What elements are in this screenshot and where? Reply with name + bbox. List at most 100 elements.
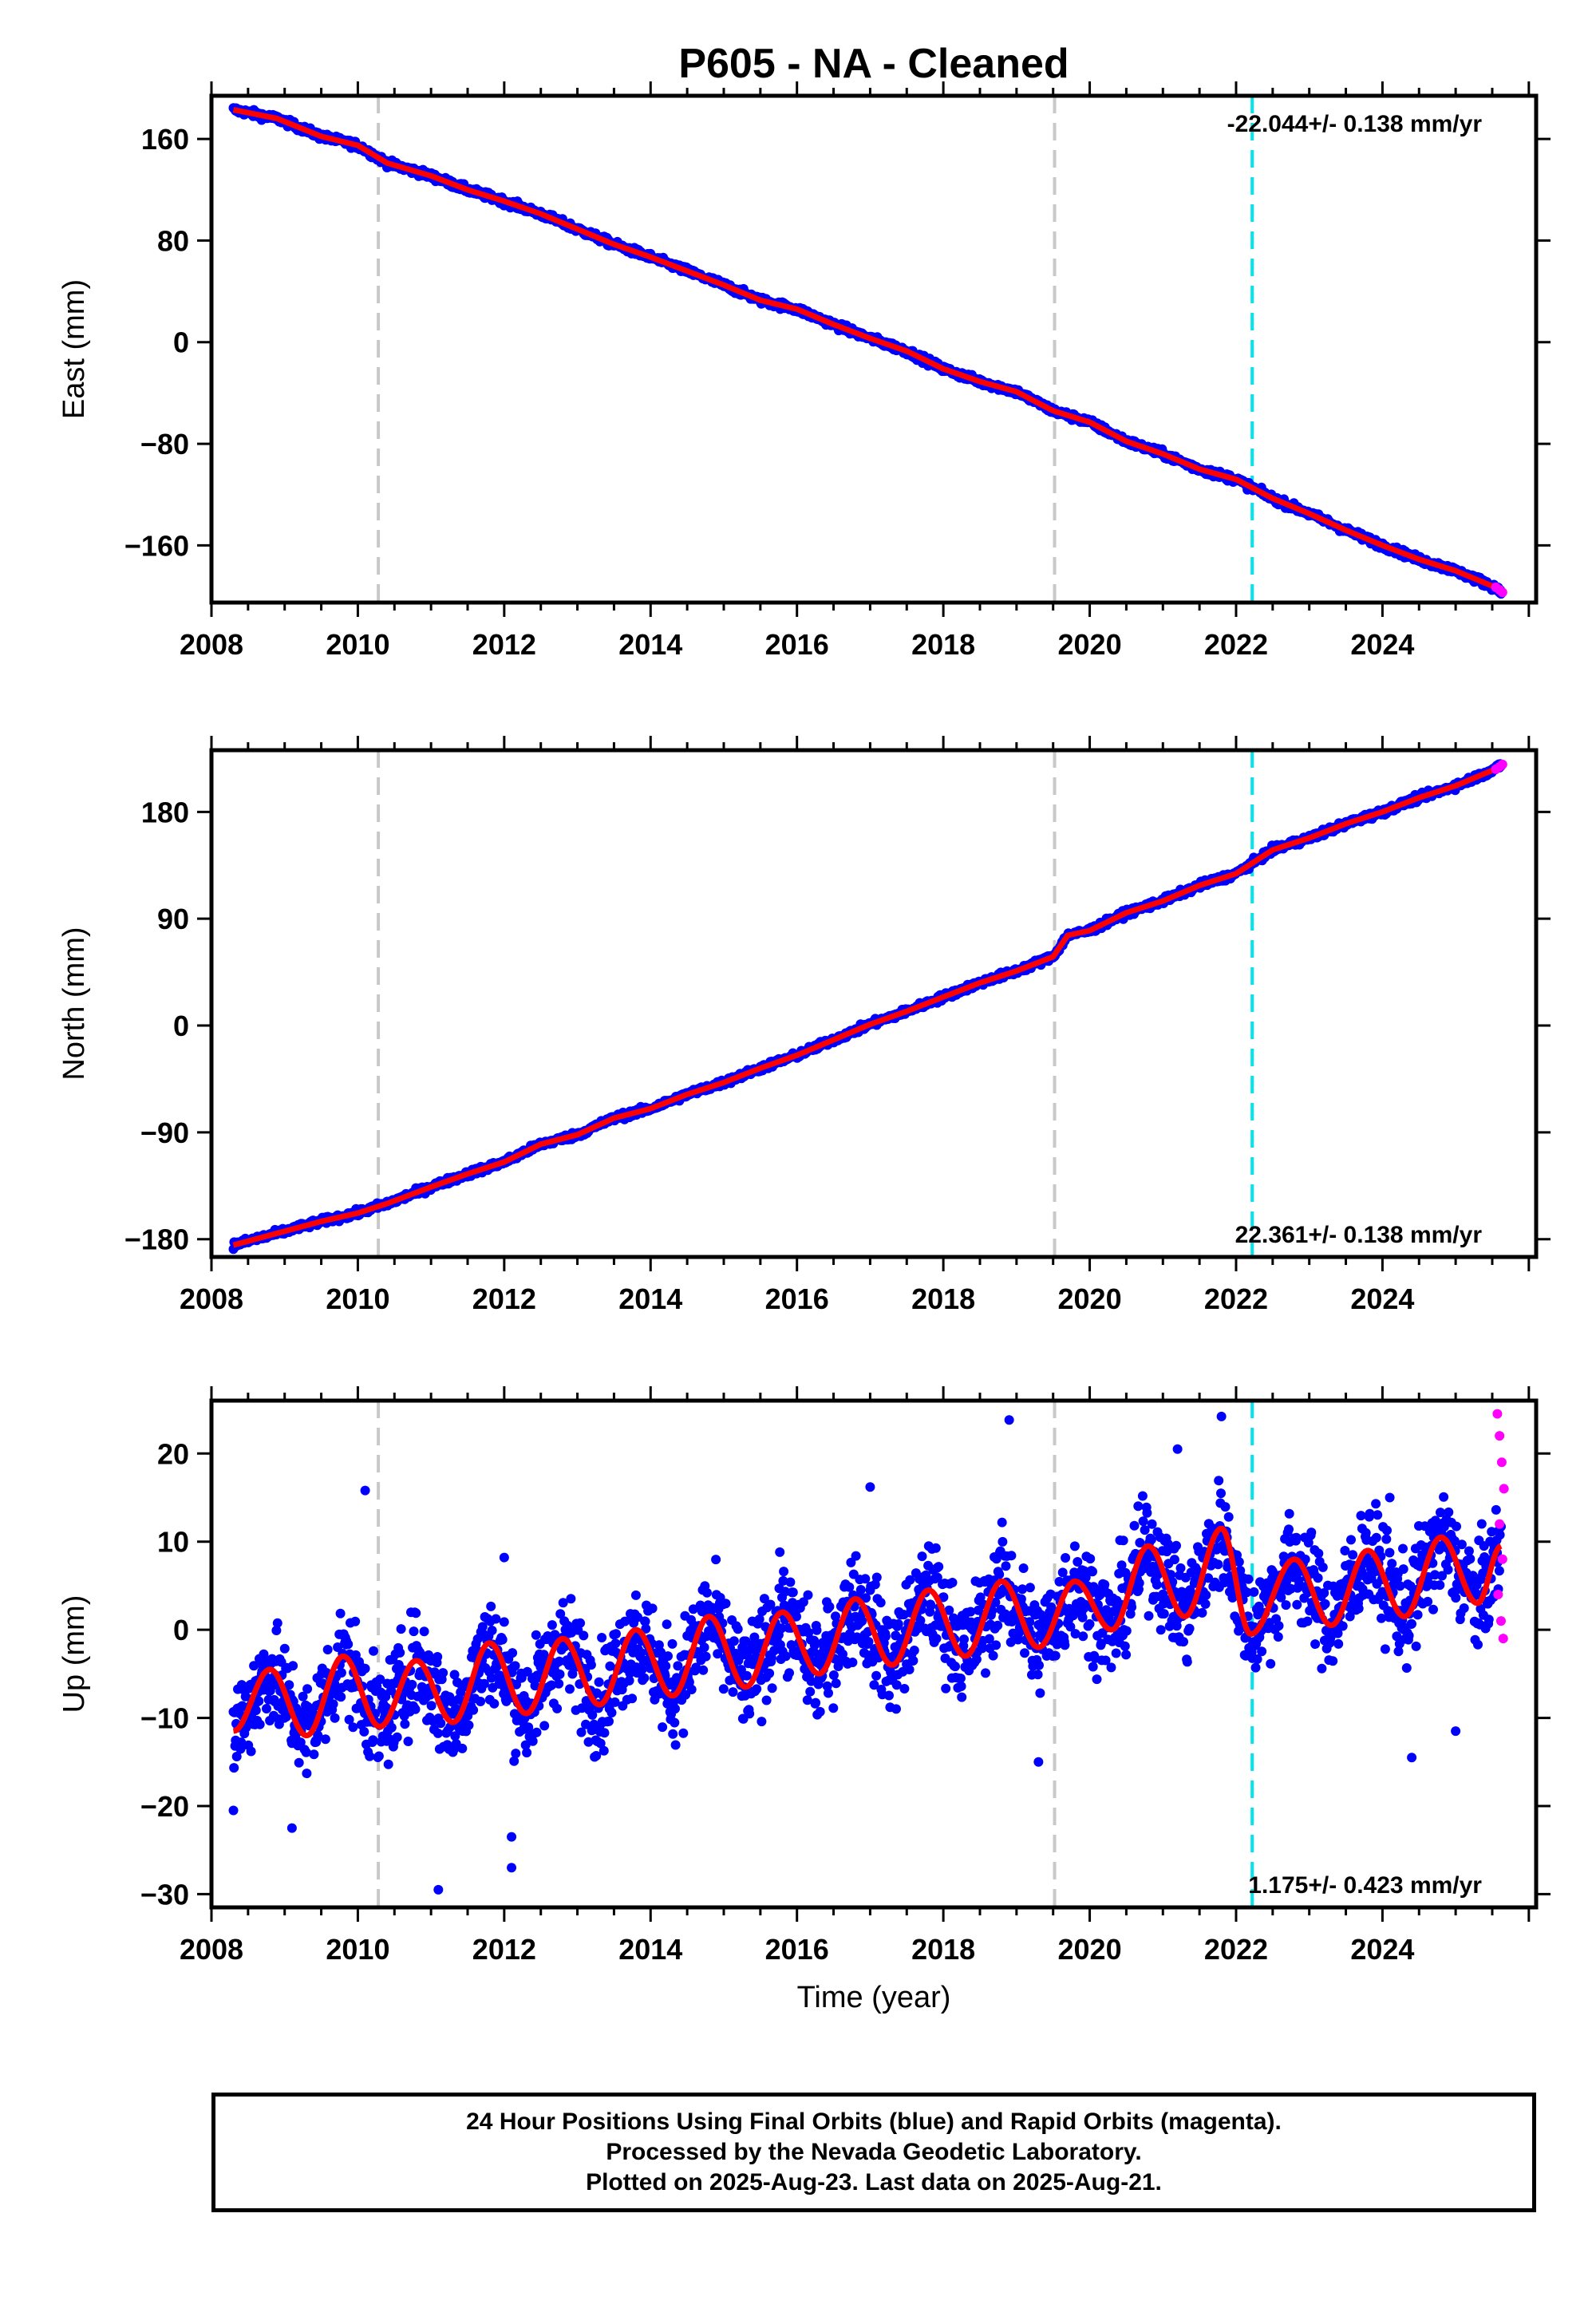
final-orbit-point	[554, 1656, 564, 1666]
final-orbit-point	[523, 1722, 534, 1733]
final-orbit-point	[749, 1632, 760, 1642]
plot-frame	[209, 93, 1539, 605]
final-orbit-point	[670, 1740, 681, 1750]
final-orbit-point	[255, 1719, 265, 1729]
final-orbit-point	[320, 1734, 330, 1745]
final-orbit-point	[499, 1617, 509, 1627]
final-orbit-point	[686, 1685, 697, 1694]
final-orbit-point	[330, 1713, 340, 1723]
final-orbit-point	[599, 1728, 610, 1738]
final-orbit-point	[236, 1737, 247, 1748]
final-orbit-point	[265, 1686, 275, 1696]
final-orbit-point	[610, 1697, 620, 1707]
final-orbit-point	[654, 1640, 664, 1650]
final-orbit-point	[531, 1630, 541, 1640]
final-orbit-point	[522, 1666, 532, 1677]
final-orbit-point	[752, 1684, 762, 1694]
final-orbit-point	[806, 1676, 816, 1686]
final-orbit-point	[491, 1614, 501, 1624]
final-orbit-point	[383, 1759, 393, 1769]
final-orbit-point	[741, 1636, 751, 1646]
final-orbit-point	[396, 1624, 406, 1634]
final-orbit-point	[838, 1649, 847, 1659]
final-orbit-point	[365, 1751, 375, 1761]
y-tick-label: 90	[157, 903, 189, 935]
final-orbit-point	[359, 1726, 369, 1737]
final-orbit-point	[486, 1601, 496, 1611]
final-orbit-point	[555, 1669, 565, 1679]
final-orbit-point	[785, 1577, 796, 1587]
final-orbit-point	[606, 1708, 617, 1717]
final-orbit-point	[487, 1626, 497, 1635]
x-tick-label: 2010	[326, 1282, 389, 1315]
final-orbit-point	[543, 1631, 553, 1641]
final-orbit-point	[647, 1603, 658, 1614]
final-orbit-point	[633, 1612, 642, 1622]
final-orbit-point	[409, 1626, 419, 1637]
final-orbit-point	[279, 1643, 290, 1654]
final-orbit-point	[639, 1673, 650, 1683]
final-orbit-point	[581, 1719, 591, 1729]
final-orbit-point	[824, 1688, 833, 1698]
model-fit-line	[232, 763, 1503, 1248]
final-orbit-point	[663, 1651, 673, 1662]
final-orbit-point	[641, 1623, 651, 1634]
final-orbit-point	[381, 1691, 391, 1701]
final-orbit-point	[824, 1602, 835, 1612]
final-orbit-point	[479, 1678, 489, 1689]
final-orbit-point	[350, 1616, 361, 1626]
rate-label: 22.361+/- 0.138 mm/yr	[1235, 1222, 1483, 1248]
final-orbit-point	[426, 1701, 437, 1711]
final-orbit-point	[831, 1678, 841, 1689]
final-orbit-point	[811, 1697, 821, 1708]
final-orbit-point	[610, 1638, 621, 1649]
final-orbit-point	[831, 1611, 840, 1622]
final-orbit-point	[757, 1717, 767, 1727]
final-orbit-point	[336, 1692, 346, 1702]
panel-north: 2008 2010 2012 2014 2016 2018 2020 2022 2024−180…	[57, 736, 1551, 1315]
final-orbit-point	[627, 1694, 638, 1704]
final-orbit-point	[729, 1636, 739, 1646]
final-orbit-point	[688, 1604, 698, 1614]
final-orbit-point	[636, 1647, 646, 1658]
final-orbit-point	[294, 1757, 304, 1768]
final-orbit-point	[322, 1645, 333, 1654]
y-tick-label: 80	[157, 224, 189, 257]
rapid-orbit-point	[1497, 759, 1507, 769]
y-axis-title: East (mm)	[57, 279, 91, 419]
final-orbit-point	[295, 1737, 306, 1748]
final-orbit-point	[745, 1709, 755, 1719]
final-orbit-point	[436, 1718, 446, 1729]
final-orbit-point	[754, 1614, 764, 1624]
x-tick-label: 2012	[472, 1282, 536, 1315]
model-fit-line	[232, 107, 1503, 594]
final-orbit-point	[851, 1551, 861, 1561]
final-orbit-point	[410, 1704, 421, 1714]
final-orbit-point	[804, 1627, 814, 1638]
final-orbit-point	[240, 1691, 251, 1701]
final-orbit-point	[438, 1668, 448, 1678]
final-orbit-point	[766, 1653, 776, 1663]
final-orbit-point	[284, 1680, 294, 1690]
final-orbit-point	[792, 1611, 801, 1622]
x-tick-label: 2020	[1058, 1282, 1122, 1315]
final-orbit-point	[407, 1679, 417, 1690]
panel-east: 2008 2010 2012 2014 2016 2018 2020 2022 2024−160…	[57, 81, 1551, 661]
final-orbit-point	[583, 1737, 594, 1747]
final-orbit-point	[579, 1630, 589, 1641]
y-tick-label: −180	[124, 1223, 189, 1256]
final-orbit-point	[597, 1633, 607, 1642]
chart-title: P605 - NA - Cleaned	[678, 41, 1069, 87]
final-orbit-point	[403, 1737, 413, 1746]
final-orbit-point	[718, 1684, 729, 1694]
plot-area	[228, 96, 1507, 603]
y-tick-label: 180	[141, 796, 189, 828]
final-orbit-point	[586, 1660, 596, 1670]
final-orbit-point	[509, 1756, 519, 1766]
final-orbit-point	[527, 1736, 538, 1746]
final-orbit-point	[411, 1608, 421, 1618]
final-orbit-point	[701, 1651, 711, 1662]
final-orbit-point	[375, 1674, 385, 1685]
y-tick-label: −90	[140, 1117, 189, 1149]
